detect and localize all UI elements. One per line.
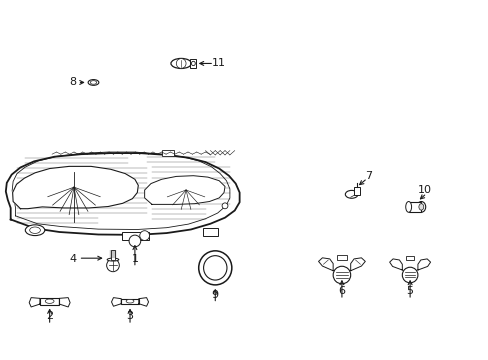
- Polygon shape: [13, 166, 138, 209]
- Ellipse shape: [418, 204, 423, 210]
- Text: 1: 1: [131, 254, 138, 264]
- Polygon shape: [350, 258, 365, 271]
- Ellipse shape: [90, 81, 97, 84]
- Ellipse shape: [45, 299, 54, 303]
- Text: 7: 7: [365, 171, 371, 181]
- Polygon shape: [417, 259, 430, 270]
- Polygon shape: [389, 259, 402, 270]
- Bar: [40, 298, 59, 305]
- Text: 11: 11: [212, 58, 226, 68]
- Ellipse shape: [191, 61, 195, 66]
- Bar: [406, 256, 413, 260]
- Ellipse shape: [25, 225, 45, 235]
- Ellipse shape: [107, 258, 119, 261]
- Ellipse shape: [171, 58, 191, 68]
- Polygon shape: [29, 298, 40, 307]
- Circle shape: [332, 266, 350, 284]
- Text: 8: 8: [69, 77, 77, 87]
- Polygon shape: [144, 176, 224, 204]
- Ellipse shape: [345, 190, 357, 198]
- Polygon shape: [59, 298, 70, 307]
- Text: 4: 4: [69, 254, 77, 264]
- Text: 3: 3: [126, 311, 133, 321]
- Polygon shape: [6, 153, 239, 235]
- Ellipse shape: [88, 80, 99, 85]
- Bar: [203, 228, 217, 235]
- Bar: [110, 250, 115, 260]
- Bar: [336, 255, 346, 260]
- Ellipse shape: [198, 251, 231, 285]
- Bar: [190, 59, 196, 68]
- Ellipse shape: [126, 300, 134, 303]
- Circle shape: [402, 267, 417, 283]
- Text: 5: 5: [406, 286, 413, 296]
- Ellipse shape: [416, 202, 425, 212]
- Polygon shape: [111, 298, 121, 306]
- Text: 10: 10: [417, 185, 431, 195]
- Text: 9: 9: [211, 290, 219, 300]
- Circle shape: [222, 203, 227, 209]
- Polygon shape: [318, 258, 332, 271]
- Circle shape: [176, 59, 185, 68]
- Circle shape: [129, 235, 141, 247]
- Ellipse shape: [203, 256, 226, 280]
- Polygon shape: [139, 298, 148, 306]
- Ellipse shape: [405, 202, 411, 212]
- Circle shape: [140, 231, 149, 240]
- Bar: [408, 202, 421, 212]
- Bar: [122, 232, 148, 240]
- Text: 2: 2: [46, 311, 53, 321]
- Text: 6: 6: [338, 286, 345, 296]
- Bar: [162, 149, 174, 156]
- Bar: [121, 299, 139, 305]
- Ellipse shape: [30, 227, 41, 233]
- Bar: [353, 187, 360, 195]
- Circle shape: [106, 259, 119, 272]
